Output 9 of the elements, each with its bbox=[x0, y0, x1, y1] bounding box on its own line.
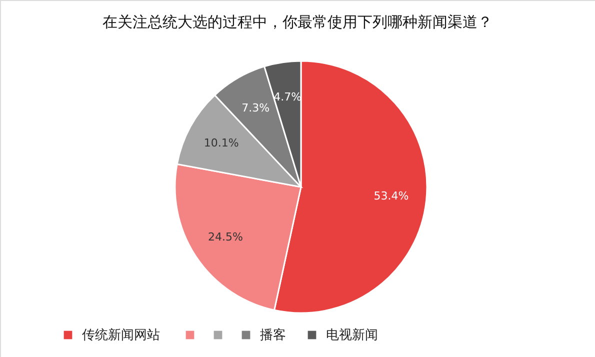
legend-label: 电视新闻 bbox=[326, 328, 378, 343]
data-label: 7.3% bbox=[242, 101, 270, 114]
legend-label: 传统新闻网站 bbox=[82, 328, 160, 343]
legend-label: 播客 bbox=[260, 327, 286, 343]
data-label: 53.4% bbox=[374, 190, 409, 203]
data-label: 24.5% bbox=[208, 230, 243, 244]
data-label: 4.7% bbox=[274, 90, 302, 104]
data-label: 10.1% bbox=[204, 136, 239, 150]
chart-title: 在关注总统大选的过程中，你最常使用下列哪种新闻渠道？ bbox=[102, 13, 492, 31]
